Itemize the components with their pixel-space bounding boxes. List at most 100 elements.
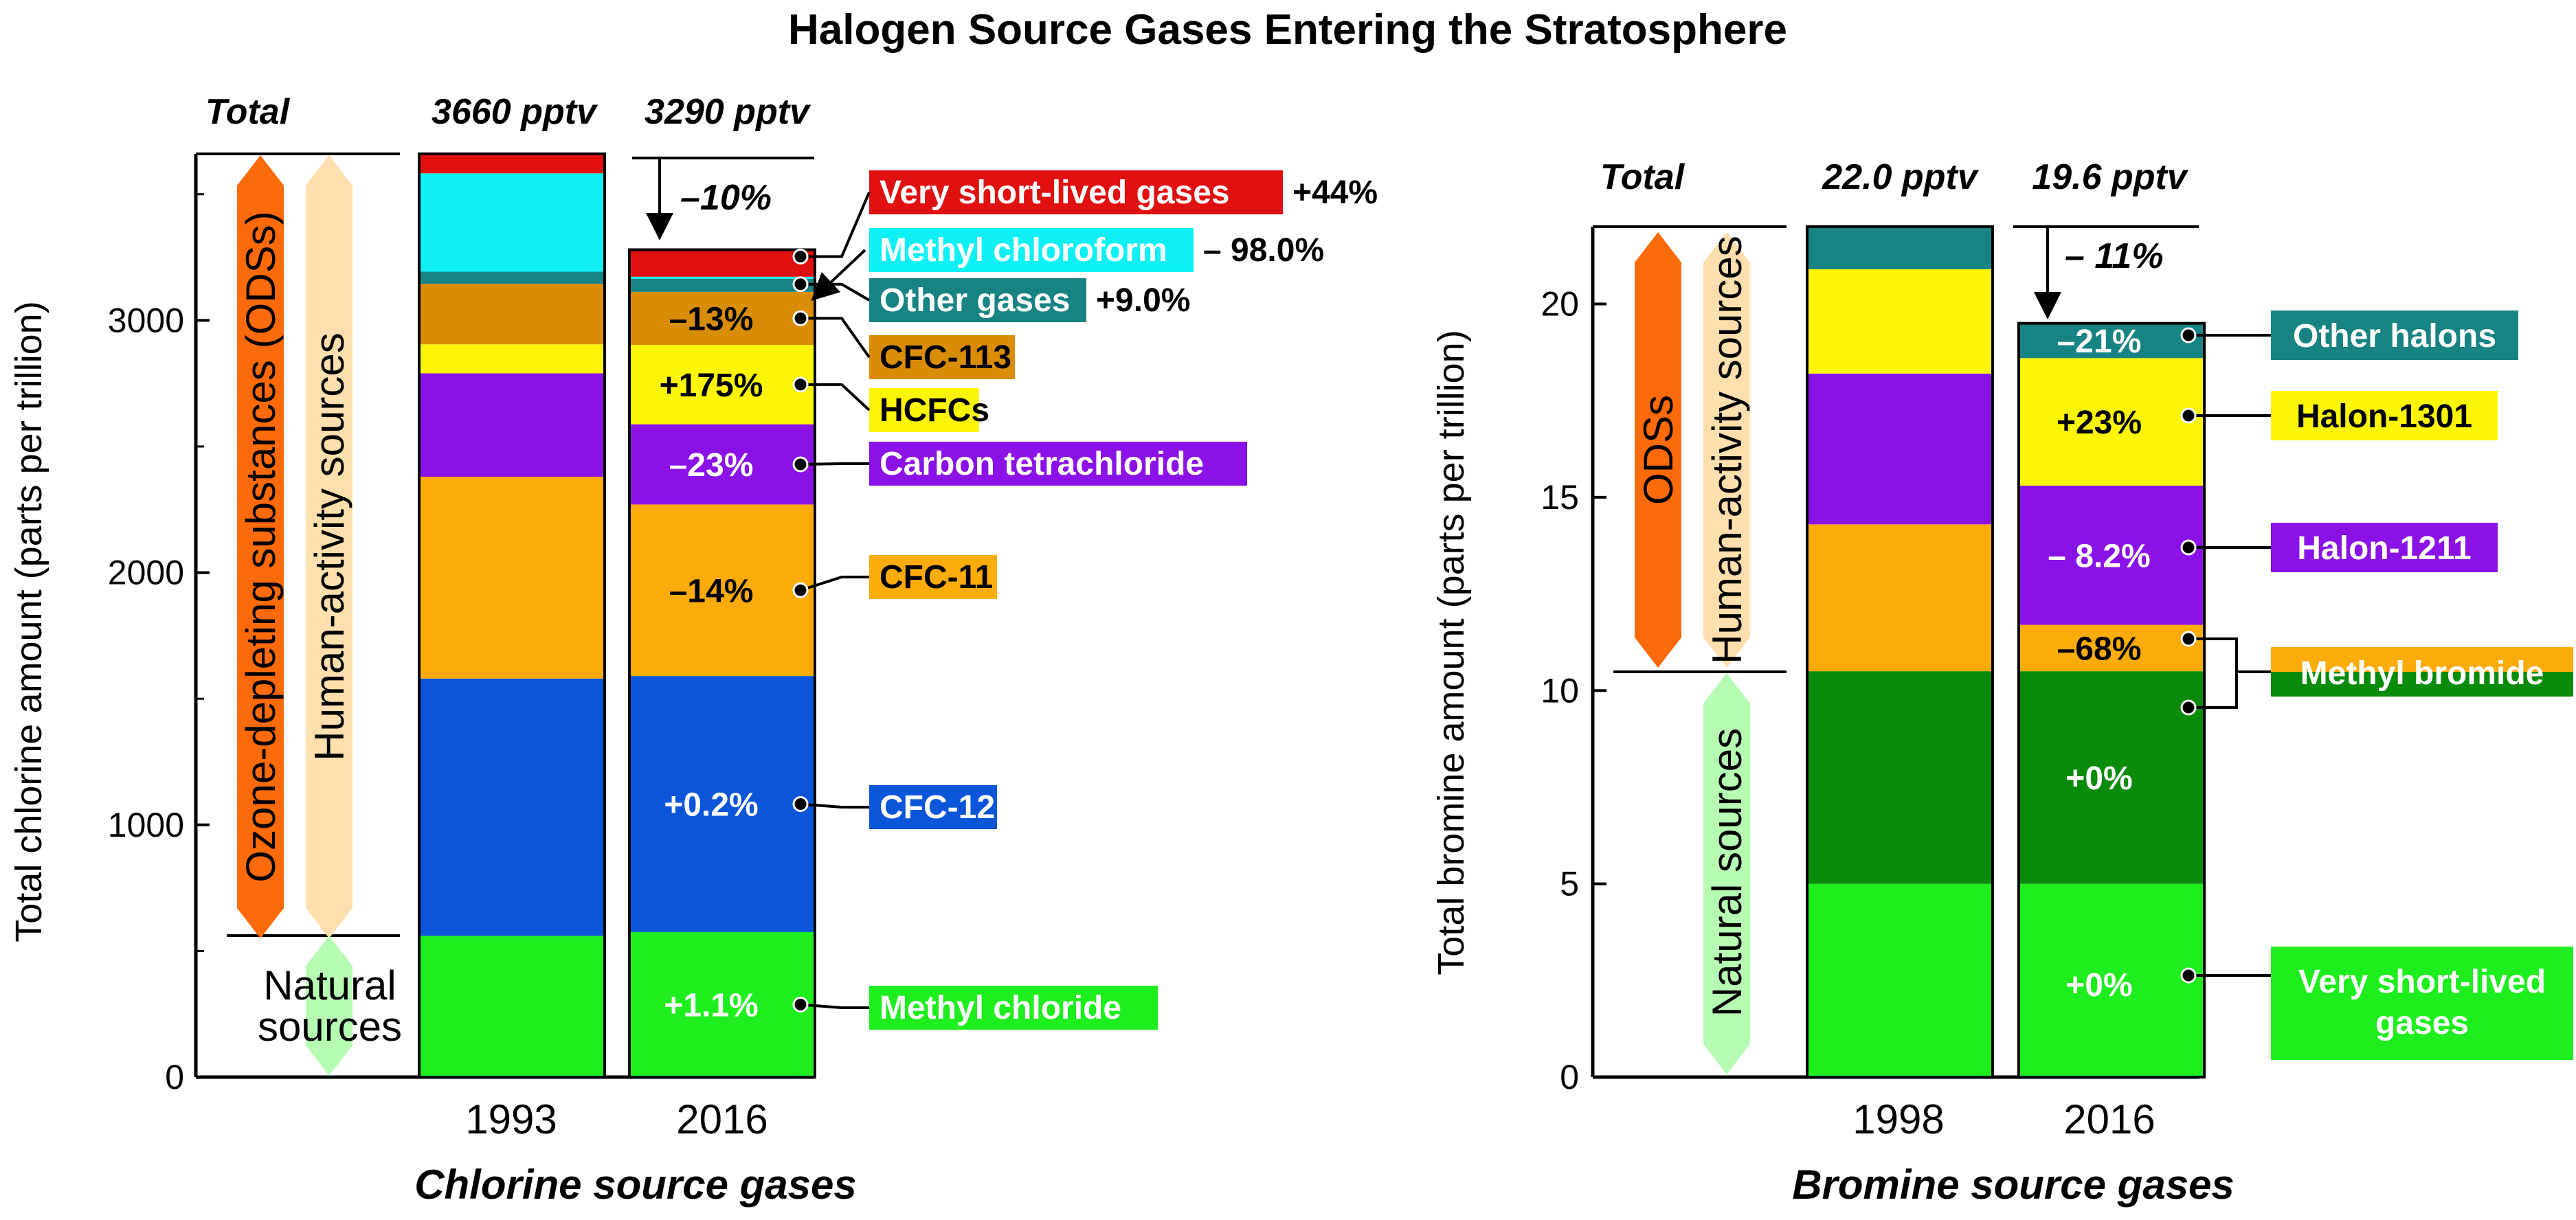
bromine-segment-other-halons-2016 <box>2019 323 2204 359</box>
bromine-segment-halon-1301-2016 <box>2019 358 2204 486</box>
chlorine-segment-methyl-chloroform-1993 <box>419 173 605 272</box>
bromine-callout-halon-1211: Halon-1211 <box>2180 523 2498 572</box>
bromine-y-tick-label: 5 <box>1560 865 1579 903</box>
chlorine-label-methyl-chloride: Methyl chloride <box>880 990 1121 1026</box>
chlorine-total-1993: 3660 pptv <box>432 92 598 132</box>
bromine-segment-methyl-bromide-natural-2016 <box>2019 671 2204 884</box>
bromine-label-box-methyl-bromide-top <box>2271 647 2573 672</box>
chlorine-segment-cfc-113-2016 <box>629 291 815 345</box>
chlorine-segment-very-short-lived-gases-1993 <box>419 154 605 174</box>
chlorine-dot-methyl-chloride <box>792 996 809 1013</box>
bromine-dot-halon-1301 <box>2180 407 2197 424</box>
chlorine-natural-arrow <box>306 936 352 1076</box>
bromine-natural-arrow <box>1703 673 1750 1074</box>
bromine-dot-very-short-lived-gases <box>2180 967 2197 984</box>
bromine-callout-very-short-lived-gases: Very short-lived gases <box>2180 947 2573 1060</box>
bromine-segment-halon-1301-1998 <box>1807 269 1993 374</box>
bromine-dot-halon-1211 <box>2180 539 2197 556</box>
bromine-label-box-halon-1301 <box>2271 391 2498 440</box>
bromine-y-tick-label: 20 <box>1541 285 1579 324</box>
chlorine-segment-carbon-tetrachloride-1993 <box>419 373 605 477</box>
chlorine-label-cfc-12: CFC-12 <box>880 789 995 826</box>
chlorine-natural-label-2: sources <box>258 1004 402 1050</box>
chlorine-leader-cfc-11 <box>800 576 869 592</box>
chlorine-label-box-very-short-lived-gases <box>869 170 1283 214</box>
bromine-x-label: Bromine source gases <box>1792 1162 2235 1208</box>
bromine-dot-other-halons <box>2180 327 2197 343</box>
chlorine-change-cfc-113: –13% <box>669 301 754 337</box>
chlorine-segment-methyl-chloride-1993 <box>419 936 605 1077</box>
bromine-total-1998: 22.0 pptv <box>1822 157 1979 197</box>
chlorine-callout-hcfcs: HCFCs +175% <box>660 368 989 432</box>
chlorine-panel: Total 3660 pptv 3290 pptv 0100020003000 … <box>8 92 1378 1208</box>
chlorine-label-methyl-chloroform: Methyl chloroform <box>880 232 1167 269</box>
chlorine-segment-carbon-tetrachloride-2016 <box>629 424 815 505</box>
chlorine-callout-carbon-tetrachloride: Carbon tetrachloride –23% <box>669 442 1247 486</box>
chlorine-bar-2016 <box>628 248 816 1078</box>
bromine-segment-halon-1211-1998 <box>1807 373 1993 525</box>
chlorine-y-tick-label: 2000 <box>108 554 184 592</box>
chlorine-x-tick-1993: 1993 <box>465 1096 557 1142</box>
bromine-callout-halon-1301: Halon-1301 <box>2180 391 2498 440</box>
bromine-change-very-short-lived-gases: +0% <box>2065 967 2132 1004</box>
bromine-segment-halon-1211-2016 <box>2019 486 2204 625</box>
bromine-segment-methyl-bromide-human-2016 <box>2019 624 2204 672</box>
chlorine-label-cfc-113: CFC-113 <box>880 339 1011 376</box>
chlorine-dot-cfc-113 <box>792 310 809 326</box>
bromine-label-halon-1211: Halon-1211 <box>2297 530 2471 567</box>
chlorine-segment-methyl-chloroform-2016 <box>629 276 815 279</box>
bromine-change-other-halons: –21% <box>2057 324 2142 360</box>
chlorine-label-box-methyl-chloride <box>869 986 1158 1030</box>
bromine-y-tick-label: 10 <box>1541 671 1579 710</box>
bromine-bar-outline-1998 <box>1806 225 1994 1078</box>
chlorine-human-arrow <box>306 155 352 938</box>
bromine-bar-2016 <box>2017 321 2206 1079</box>
chlorine-leader-cfc-113 <box>800 317 871 359</box>
bromine-bar-outline-2016 <box>2017 321 2206 1079</box>
chlorine-leader-methyl-chloroform <box>811 249 866 302</box>
chlorine-total-2016: 3290 pptv <box>645 92 811 132</box>
bromine-label-other-halons: Other halons <box>2293 318 2496 354</box>
chlorine-bar-outline-1993 <box>418 152 606 1078</box>
chlorine-label-other-gases: Other gases <box>880 282 1070 319</box>
chlorine-y-label: Total chlorine amount (parts per trillio… <box>8 301 49 942</box>
bromine-ods-label: ODSs <box>1635 395 1681 505</box>
bromine-change-halon-1211: – 8.2% <box>2048 538 2150 574</box>
chlorine-segment-hcfcs-2016 <box>629 344 815 425</box>
chlorine-callout-methyl-chloride: Methyl chloride +1.1% <box>664 986 1158 1030</box>
bromine-label-box-other-halons <box>2271 310 2518 360</box>
chlorine-segment-cfc-12-1993 <box>419 678 605 936</box>
bromine-segment-methyl-bromide-human-1998 <box>1807 524 1993 672</box>
chlorine-label-box-hcfcs <box>869 388 979 432</box>
bromine-dot-methyl-bromide-human <box>2180 631 2197 647</box>
chlorine-leader-cfc-12 <box>800 802 869 809</box>
chlorine-segment-other-gases-2016 <box>629 278 815 292</box>
chlorine-dot-hcfcs <box>792 376 809 393</box>
chlorine-label-box-cfc-12 <box>869 785 997 829</box>
chlorine-y-tick-label: 3000 <box>108 301 184 339</box>
bromine-x-tick-1998: 1998 <box>1852 1096 1944 1142</box>
bromine-y-tick-label: 15 <box>1541 478 1579 517</box>
bromine-segment-very-short-lived-gases-1998 <box>1807 883 1993 1077</box>
chlorine-segment-methyl-chloride-2016 <box>629 931 815 1077</box>
chlorine-segment-cfc-11-2016 <box>629 504 815 677</box>
bromine-total-header: Total <box>1600 157 1685 197</box>
bromine-label-methyl-bromide: Methyl bromide <box>2300 655 2544 692</box>
chlorine-x-label: Chlorine source gases <box>414 1162 857 1208</box>
bromine-human-arrow <box>1703 232 1750 668</box>
chlorine-natural-label: Natural <box>263 962 396 1008</box>
bromine-segment-very-short-lived-gases-2016 <box>2019 883 2204 1077</box>
chlorine-ods-arrow <box>237 155 284 938</box>
bromine-x-tick-2016: 2016 <box>2063 1096 2155 1142</box>
bromine-label-halon-1301: Halon-1301 <box>2296 398 2472 435</box>
chlorine-change-very-short-lived-gases: +44% <box>1292 174 1378 211</box>
bromine-ods-arrow <box>1635 232 1681 668</box>
chlorine-dot-cfc-11 <box>792 582 809 598</box>
bromine-label-box-very-short-lived-gases <box>2271 947 2573 1060</box>
chlorine-segment-other-gases-1993 <box>419 271 605 284</box>
bromine-change-methyl-bromide-natural: +0% <box>2065 760 2132 797</box>
bromine-bar-1998 <box>1806 225 1994 1078</box>
chlorine-dot-cfc-12 <box>792 795 809 812</box>
chlorine-segment-cfc-12-2016 <box>629 676 815 932</box>
chlorine-change-methyl-chloride: +1.1% <box>664 987 758 1024</box>
